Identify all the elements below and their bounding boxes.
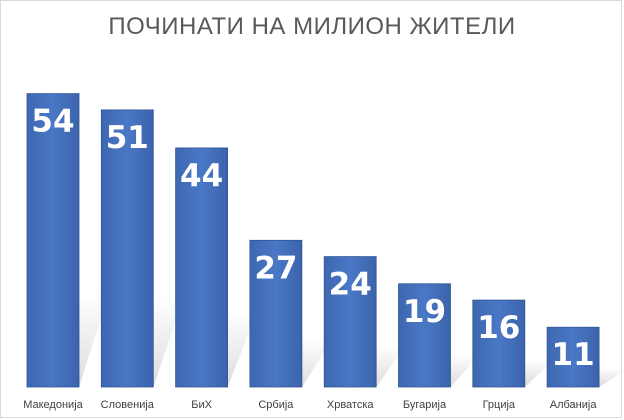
category-label: Грција: [483, 399, 516, 411]
bar-value-label: 11: [552, 337, 595, 373]
bar-value-label: 24: [329, 267, 372, 303]
category-label: Бугарија: [403, 399, 447, 411]
bar: [546, 326, 600, 388]
category-label: Србија: [258, 399, 294, 411]
bar: [398, 283, 451, 388]
category-label: Хрватска: [327, 399, 375, 411]
bar: [472, 299, 526, 388]
bar: [100, 109, 154, 388]
bar: [249, 239, 303, 388]
bar-value-label: 16: [477, 310, 520, 346]
chart-title: ПОЧИНАТИ НА МИЛИОН ЖИТЕЛИ: [108, 13, 515, 40]
category-label: Македонија: [23, 399, 83, 411]
bar-value-label: 19: [403, 294, 446, 330]
category-labels-layer: Македонија Словенија БиХ Србија Хрватска Буга…: [23, 399, 597, 411]
bar-value-label: 54: [31, 104, 74, 140]
category-label: Словенија: [101, 399, 155, 411]
bar: [175, 147, 229, 388]
bar-value-label: 44: [180, 158, 223, 194]
bar: [26, 93, 80, 388]
bars-layer: [26, 93, 600, 388]
bar: [323, 256, 377, 388]
category-label: Албанија: [550, 399, 598, 411]
category-label: БиХ: [191, 399, 212, 411]
value-labels-layer: 54 51 44 27 24 19 16 11: [31, 104, 594, 374]
bar-value-label: 27: [254, 250, 297, 286]
bar-value-label: 51: [106, 120, 149, 156]
